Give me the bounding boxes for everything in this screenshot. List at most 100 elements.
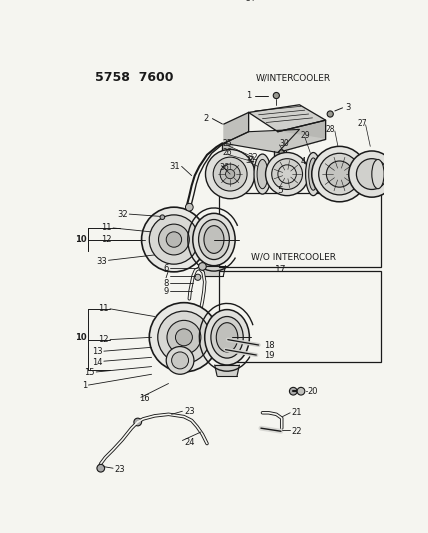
Text: 20: 20 (307, 387, 318, 395)
Circle shape (312, 147, 367, 202)
Circle shape (226, 16, 234, 24)
Text: 25: 25 (223, 139, 232, 148)
Circle shape (215, 5, 246, 36)
Text: 1: 1 (82, 381, 87, 390)
Circle shape (327, 111, 333, 117)
Circle shape (199, 263, 206, 270)
Polygon shape (278, 120, 326, 152)
Circle shape (166, 232, 181, 247)
Text: 36: 36 (219, 164, 229, 172)
Text: 19: 19 (264, 351, 274, 360)
Bar (174, 232, 214, 247)
Text: 6: 6 (163, 263, 169, 272)
Ellipse shape (205, 310, 250, 365)
Text: 14: 14 (92, 358, 102, 367)
Ellipse shape (257, 159, 268, 189)
Ellipse shape (306, 152, 321, 196)
Circle shape (142, 207, 206, 272)
Text: 34: 34 (246, 156, 255, 165)
Polygon shape (249, 105, 326, 132)
Text: 32: 32 (247, 154, 258, 163)
Text: 26: 26 (223, 148, 232, 157)
Polygon shape (224, 112, 249, 143)
Text: 18: 18 (264, 341, 275, 350)
Text: 11: 11 (101, 223, 112, 232)
Text: 17: 17 (275, 265, 286, 274)
Circle shape (213, 157, 247, 191)
Circle shape (158, 224, 189, 255)
Ellipse shape (307, 5, 316, 36)
Circle shape (355, 5, 386, 36)
Text: 28: 28 (325, 125, 335, 134)
Circle shape (326, 8, 350, 33)
Ellipse shape (309, 158, 318, 190)
Ellipse shape (253, 1, 269, 39)
Text: 23: 23 (115, 465, 125, 474)
Text: 1: 1 (247, 91, 252, 100)
Text: 15: 15 (84, 368, 95, 377)
Circle shape (327, 161, 353, 187)
Circle shape (160, 215, 165, 220)
Text: 30: 30 (279, 139, 289, 148)
Text: 9: 9 (163, 287, 169, 296)
Circle shape (208, 0, 252, 42)
Text: 24: 24 (184, 438, 194, 447)
Bar (219, 271, 381, 361)
Text: 8: 8 (163, 279, 169, 288)
Ellipse shape (216, 322, 238, 352)
Circle shape (273, 92, 279, 99)
Circle shape (185, 203, 193, 211)
Circle shape (347, 0, 393, 43)
Text: 23: 23 (184, 407, 195, 416)
Polygon shape (274, 151, 285, 159)
Ellipse shape (254, 154, 271, 194)
Text: 10: 10 (75, 235, 87, 244)
Text: 22: 22 (292, 427, 302, 436)
Circle shape (97, 464, 104, 472)
Text: 16: 16 (139, 394, 150, 403)
Text: 4: 4 (301, 157, 306, 166)
Text: 33: 33 (96, 257, 107, 266)
Circle shape (318, 0, 358, 40)
Text: 2: 2 (203, 114, 208, 123)
Circle shape (158, 311, 210, 364)
Circle shape (134, 418, 142, 426)
Ellipse shape (370, 5, 383, 35)
Text: 32: 32 (117, 209, 128, 219)
Circle shape (279, 150, 285, 155)
Text: 29: 29 (300, 131, 309, 140)
Circle shape (220, 164, 240, 184)
Circle shape (226, 169, 235, 179)
Circle shape (357, 159, 387, 189)
Text: 11: 11 (98, 304, 108, 313)
Text: 12: 12 (101, 235, 112, 244)
Circle shape (166, 346, 194, 374)
Ellipse shape (193, 213, 235, 265)
Circle shape (272, 159, 303, 189)
Ellipse shape (304, 0, 319, 41)
Text: 5: 5 (277, 186, 283, 195)
Ellipse shape (211, 317, 243, 358)
Text: 5758  7600: 5758 7600 (95, 70, 173, 84)
Text: 7: 7 (163, 271, 169, 280)
Polygon shape (215, 365, 239, 376)
Bar (219, 193, 381, 267)
Text: W/O INTERCOOLER: W/O INTERCOOLER (251, 253, 336, 262)
Text: 34: 34 (246, 0, 255, 3)
Circle shape (297, 387, 305, 395)
Circle shape (175, 329, 193, 346)
Circle shape (149, 215, 199, 264)
Polygon shape (224, 132, 326, 152)
Text: 10: 10 (75, 333, 87, 342)
Circle shape (167, 320, 201, 354)
Circle shape (264, 0, 307, 42)
Ellipse shape (204, 225, 224, 253)
Circle shape (270, 5, 301, 36)
Ellipse shape (256, 6, 266, 34)
Text: 13: 13 (92, 346, 102, 356)
Circle shape (319, 154, 360, 195)
Circle shape (349, 151, 395, 197)
Circle shape (172, 352, 189, 369)
Text: 27: 27 (358, 119, 367, 128)
Circle shape (311, 0, 365, 47)
